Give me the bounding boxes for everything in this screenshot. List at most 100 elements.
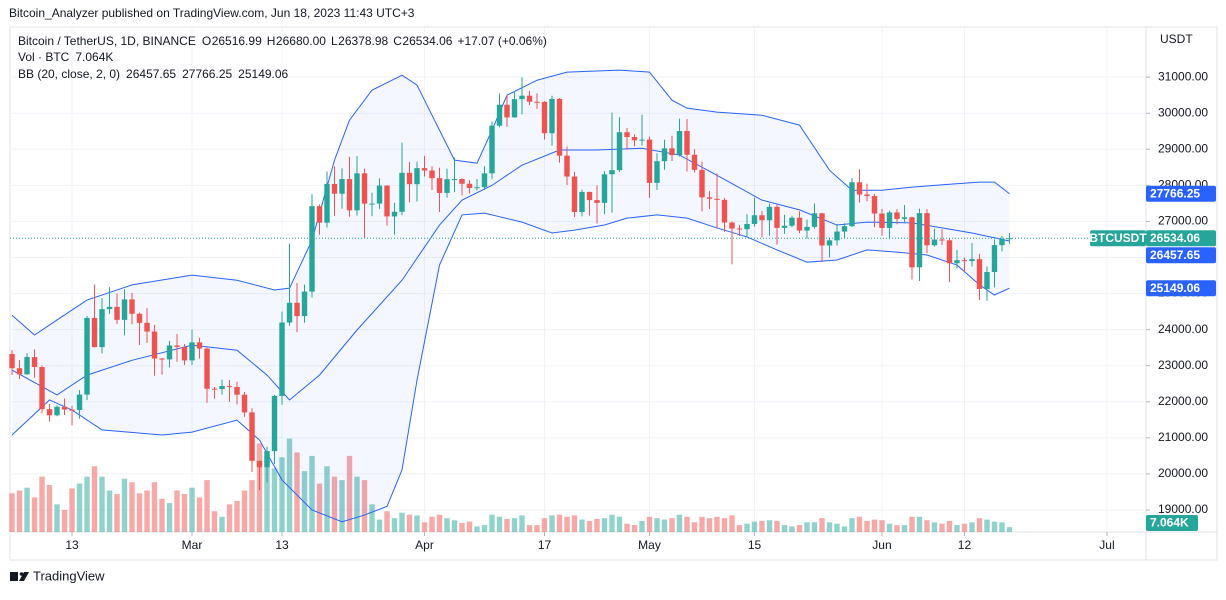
volume-bar <box>474 526 480 532</box>
candle-body <box>849 182 855 227</box>
price-label-box <box>1146 280 1216 297</box>
price-label: 27766.25 <box>1150 186 1200 200</box>
candle-body <box>39 367 45 410</box>
volume-bar <box>279 457 285 532</box>
x-tick-label: Apr <box>415 538 434 552</box>
legend-title: Bitcoin / TetherUS, 1D, BINANCE <box>18 34 196 48</box>
volume-bar <box>384 511 390 532</box>
volume-bar <box>714 516 720 532</box>
candle-body <box>534 101 540 103</box>
legend-ohlc-value: 26378.98 <box>338 34 388 48</box>
candle-body <box>781 225 788 228</box>
volume-bar <box>481 525 488 532</box>
volume-bar <box>939 523 945 532</box>
candle-body <box>856 182 863 195</box>
volume-bar <box>969 522 975 532</box>
volume-bar <box>886 523 893 532</box>
volume-bar <box>511 518 518 532</box>
legend-volume-value: 7.064K <box>75 50 113 64</box>
candle-body <box>481 173 488 188</box>
volume-bar <box>541 518 548 532</box>
price-label-box <box>1146 185 1216 202</box>
volume-bar <box>601 518 608 532</box>
candle-body <box>211 388 218 390</box>
volume-bar <box>331 476 338 532</box>
volume-bar <box>654 518 660 532</box>
volume-bar <box>91 466 98 532</box>
volume-bar <box>316 483 323 532</box>
candle-body <box>714 198 720 200</box>
price-label-box <box>1146 230 1216 247</box>
volume-bar <box>841 526 848 532</box>
candle-body <box>841 226 848 232</box>
candle-body <box>766 206 773 221</box>
candle-body <box>249 412 255 461</box>
volume-bar <box>639 520 645 532</box>
candle-body <box>271 395 278 452</box>
y-tick-label: 22000.00 <box>1158 394 1208 408</box>
candle-body <box>346 179 353 211</box>
volume-bar <box>271 468 278 532</box>
volume-bar <box>429 516 435 532</box>
candle-body <box>459 179 465 184</box>
candle-body <box>624 132 630 138</box>
legend-ohlc-key: O <box>202 34 211 48</box>
candle-body <box>976 259 983 289</box>
volume-bar <box>226 504 233 532</box>
symbol-label: BTCUSDT <box>1089 231 1147 245</box>
candle-body <box>324 183 330 223</box>
candle-body <box>871 196 878 214</box>
volume-bar <box>976 518 983 532</box>
volume-bar <box>301 471 308 532</box>
y-tick-label: 31000.00 <box>1158 69 1208 83</box>
bb-line <box>11 212 1010 523</box>
candle-body <box>736 228 743 230</box>
volume-bar <box>324 466 330 532</box>
y-tick-label: 27000.00 <box>1158 214 1208 228</box>
volume-bar <box>984 519 990 532</box>
candle-body <box>399 172 405 212</box>
candle-body <box>879 213 885 228</box>
y-tick-label: 29000.00 <box>1158 141 1208 155</box>
volume-bar <box>526 525 533 532</box>
volume-bar <box>444 518 450 532</box>
price-label-box <box>1146 247 1216 264</box>
volume-bar <box>76 483 83 532</box>
candle-body <box>916 213 923 268</box>
candle-body <box>999 238 1005 246</box>
volume-bar <box>796 525 803 532</box>
candle-body <box>894 212 900 219</box>
volume-bar <box>24 487 30 532</box>
candle-body <box>661 148 668 162</box>
candle-body <box>924 213 930 246</box>
candle-body <box>901 217 908 219</box>
x-tick-label: Jun <box>872 538 891 552</box>
candle-body <box>421 168 428 171</box>
volume-bar <box>759 520 765 532</box>
volume-bar <box>61 509 68 532</box>
legend-ohlc-value: 26534.06 <box>402 34 452 48</box>
volume-label-box <box>1146 515 1198 531</box>
candle-body <box>609 170 615 175</box>
volume-bar <box>166 502 173 532</box>
volume-bar <box>901 525 908 532</box>
candle-body <box>429 170 435 179</box>
candle-body <box>331 183 338 194</box>
candle-body <box>31 357 38 368</box>
candle-body <box>414 168 420 185</box>
x-tick-label: Jul <box>1099 538 1114 552</box>
candle-body <box>721 199 728 223</box>
y-tick-label: 30000.00 <box>1158 105 1208 119</box>
volume-bar <box>894 525 900 532</box>
volume-bar <box>931 522 938 532</box>
volume-bar <box>399 512 405 532</box>
candle-body <box>969 259 975 262</box>
candle-body <box>16 368 23 375</box>
volume-bar <box>174 490 180 532</box>
volume-bar <box>466 521 473 532</box>
volume-bar <box>286 438 293 532</box>
published-note: Bitcoin_Analyzer published on TradingVie… <box>9 6 415 20</box>
candle-body <box>54 406 60 416</box>
volume-label: 7.064K <box>1150 516 1189 530</box>
